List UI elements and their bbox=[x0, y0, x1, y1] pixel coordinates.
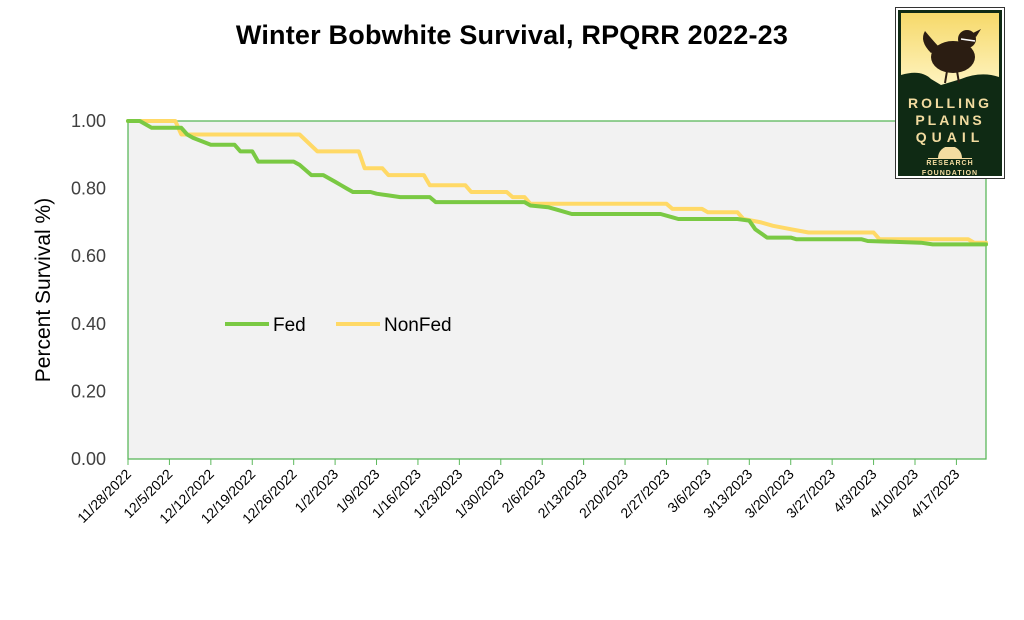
y-tick-label: 0.40 bbox=[71, 314, 106, 334]
logo-text-line4: RESEARCH bbox=[926, 160, 974, 167]
legend-label-fed: Fed bbox=[273, 315, 306, 336]
sunrise-icon bbox=[928, 147, 972, 159]
plot-area bbox=[127, 120, 987, 460]
legend-label-nonfed: NonFed bbox=[384, 315, 452, 336]
x-tick-label: 11/28/2022 bbox=[74, 466, 134, 526]
logo-text-line5: FOUNDATION bbox=[921, 170, 979, 177]
y-tick-label: 0.60 bbox=[71, 246, 106, 266]
logo-text-line2: PLAINS bbox=[915, 112, 985, 128]
logo-text-line3: QUAIL bbox=[915, 129, 985, 145]
x-tick-label: 1/2/2023 bbox=[291, 466, 341, 516]
series-line-fed bbox=[126, 119, 988, 247]
logo-text-line1: ROLLING bbox=[908, 95, 992, 111]
y-tick-label: 0.80 bbox=[71, 179, 106, 199]
rpqrf-logo: ROLLING PLAINS QUAIL RESEARCH FOUNDATION bbox=[895, 7, 1005, 179]
y-tick-label: 1.00 bbox=[71, 111, 106, 131]
quail-icon bbox=[901, 13, 999, 93]
y-axis-label: Percent Survival %) bbox=[32, 198, 55, 382]
y-tick-label: 0.20 bbox=[71, 381, 106, 401]
series-line-nonfed bbox=[126, 119, 988, 245]
y-tick-label: 0.00 bbox=[71, 449, 106, 469]
chart-title: Winter Bobwhite Survival, RPQRR 2022-23 bbox=[235, 20, 789, 50]
